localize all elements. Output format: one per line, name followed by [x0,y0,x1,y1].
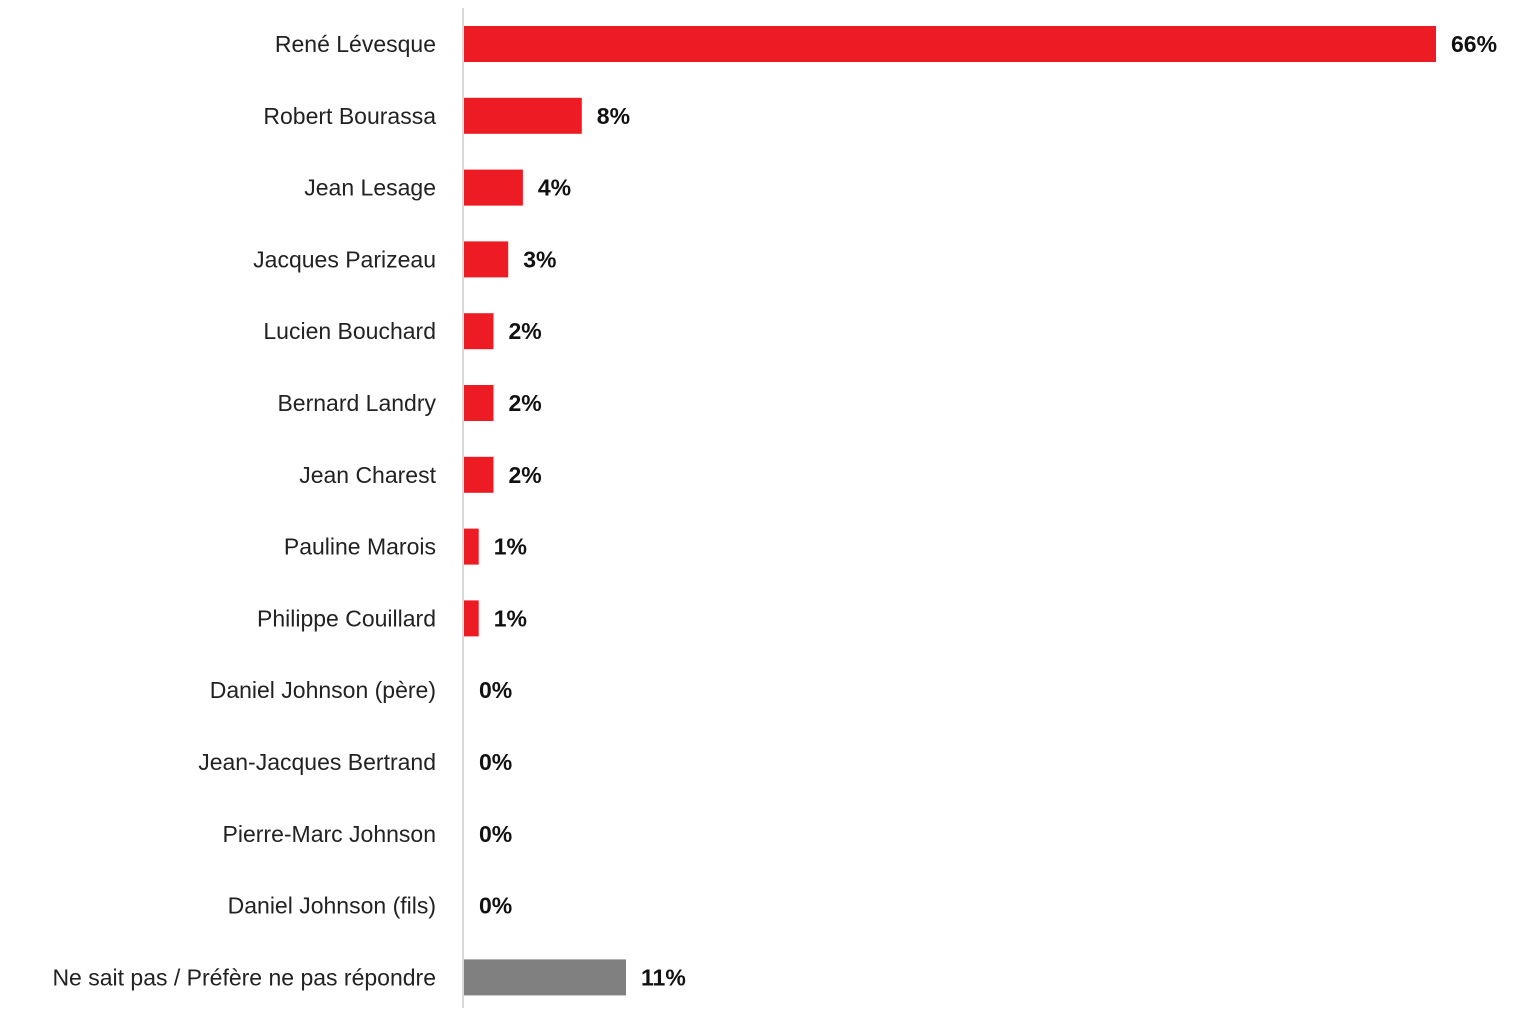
value-label: 2% [509,390,542,416]
bars-group [464,26,1436,996]
value-label: 66% [1451,31,1497,57]
category-label: Daniel Johnson (père) [210,677,436,703]
value-label: 3% [523,246,556,272]
category-label: René Lévesque [275,31,436,57]
bar [464,313,494,350]
category-label: Pierre-Marc Johnson [223,821,436,847]
category-labels-group: René Lévesque Robert Bourassa Jean Lesage J… [52,31,436,990]
bar [464,600,479,637]
category-label: Jean Charest [299,462,436,488]
value-labels-group: 66% 8% 4% 3% 2% 2% 2% 1% 1% 0% 0% 0% 0% 11% [479,31,1497,990]
category-label: Lucien Bouchard [263,318,436,344]
bar [464,169,523,206]
category-label: Robert Bourassa [263,103,436,129]
category-label: Jacques Parizeau [253,246,436,272]
bar [464,97,582,134]
value-label: 11% [641,964,686,990]
category-label: Daniel Johnson (fils) [228,893,436,919]
bar [464,959,626,996]
value-label: 0% [479,893,512,919]
category-label: Philippe Couillard [257,605,436,631]
value-label: 2% [509,318,542,344]
category-label: Ne sait pas / Préfère ne pas répondre [52,964,436,990]
value-label: 2% [509,462,542,488]
category-label: Jean-Jacques Bertrand [198,749,436,775]
value-label: 1% [494,605,527,631]
category-label: Pauline Marois [284,534,436,560]
bar [464,385,494,421]
value-label: 0% [479,677,512,703]
value-label: 1% [494,534,527,560]
bar [464,26,1436,62]
value-label: 8% [597,103,630,129]
value-label: 0% [479,749,512,775]
bar [464,528,479,565]
bar [464,456,494,493]
bar [464,241,509,278]
category-label: Jean Lesage [304,175,436,201]
value-label: 0% [479,821,512,847]
value-label: 4% [538,175,571,201]
category-label: Bernard Landry [277,390,436,416]
